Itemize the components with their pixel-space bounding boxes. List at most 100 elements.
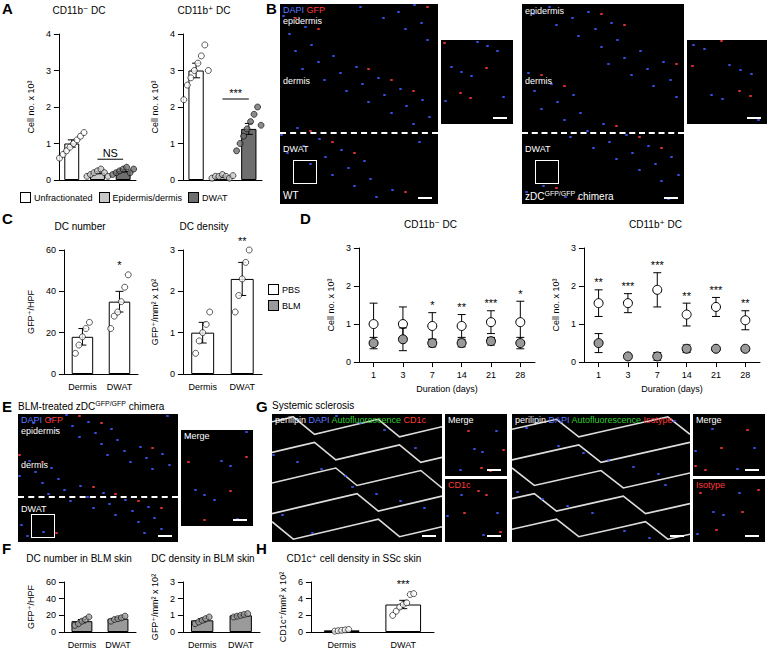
- svg-text:3: 3: [571, 243, 576, 253]
- svg-text:**: **: [682, 290, 691, 302]
- svg-text:1: 1: [170, 139, 175, 149]
- svg-text:Cell no. x 10³: Cell no. x 10³: [326, 279, 336, 332]
- svg-text:**: **: [457, 301, 466, 313]
- svg-text:1: 1: [596, 370, 601, 380]
- svg-text:DC number in BLM skin: DC number in BLM skin: [26, 553, 132, 564]
- svg-text:CD11b⁺ DC: CD11b⁺ DC: [629, 219, 682, 230]
- svg-text:0: 0: [51, 369, 56, 379]
- svg-text:Cell no. x 10³: Cell no. x 10³: [551, 279, 561, 332]
- svg-text:Duration (days): Duration (days): [416, 384, 478, 394]
- svg-text:Dermis: Dermis: [188, 382, 217, 392]
- svg-text:3: 3: [625, 370, 630, 380]
- svg-text:3: 3: [170, 577, 175, 587]
- svg-text:14: 14: [457, 370, 467, 380]
- svg-text:**: **: [594, 276, 603, 288]
- svg-text:3: 3: [170, 245, 175, 255]
- svg-text:CD11b⁻ DC: CD11b⁻ DC: [53, 5, 106, 16]
- svg-text:0: 0: [46, 175, 51, 185]
- svg-text:1: 1: [170, 328, 175, 338]
- svg-text:Cell no. x 10³: Cell no. x 10³: [150, 80, 160, 133]
- svg-text:CD1c⁺/mm² x 10²: CD1c⁺/mm² x 10²: [278, 572, 288, 642]
- svg-text:Dermis: Dermis: [188, 640, 217, 650]
- svg-text:21: 21: [711, 370, 721, 380]
- svg-text:DWAT: DWAT: [390, 640, 416, 650]
- svg-text:28: 28: [740, 370, 750, 380]
- svg-text:0: 0: [298, 627, 303, 637]
- svg-text:40: 40: [46, 286, 56, 296]
- svg-text:1: 1: [46, 139, 51, 149]
- svg-text:***: ***: [485, 297, 499, 309]
- svg-text:DWAT: DWAT: [107, 382, 133, 392]
- svg-text:0: 0: [571, 357, 576, 367]
- svg-text:GFP⁺/mm² x 10²: GFP⁺/mm² x 10²: [150, 574, 160, 640]
- svg-text:1: 1: [346, 319, 351, 329]
- svg-text:CD11b⁻ DC: CD11b⁻ DC: [404, 219, 457, 230]
- svg-text:CD11b⁺ DC: CD11b⁺ DC: [178, 5, 231, 16]
- html-text:zDCGFP/GFPchimera: zDCGFP/GFPchimera: [525, 190, 614, 203]
- svg-text:3: 3: [400, 370, 405, 380]
- svg-text:3: 3: [46, 66, 51, 76]
- svg-text:0: 0: [346, 357, 351, 367]
- html-text:B: B: [266, 0, 277, 17]
- svg-text:Cell no. x 10³: Cell no. x 10³: [26, 80, 36, 133]
- svg-text:4: 4: [170, 29, 175, 39]
- svg-text:*: *: [430, 299, 435, 311]
- svg-text:7: 7: [655, 370, 660, 380]
- svg-text:28: 28: [515, 370, 525, 380]
- svg-text:*: *: [117, 259, 122, 271]
- svg-text:2: 2: [46, 102, 51, 112]
- svg-text:2: 2: [571, 281, 576, 291]
- svg-text:***: ***: [622, 280, 636, 292]
- svg-text:1: 1: [170, 610, 175, 620]
- svg-text:0: 0: [170, 369, 175, 379]
- svg-text:***: ***: [397, 578, 411, 590]
- svg-text:Dermis: Dermis: [68, 382, 97, 392]
- svg-text:4: 4: [46, 29, 51, 39]
- html-text:A: A: [2, 0, 13, 17]
- svg-text:GFP⁺/HPF: GFP⁺/HPF: [26, 585, 36, 629]
- svg-text:DC number: DC number: [54, 221, 106, 232]
- svg-text:2: 2: [170, 102, 175, 112]
- svg-text:3: 3: [170, 66, 175, 76]
- svg-text:2: 2: [170, 286, 175, 296]
- svg-text:*: *: [518, 288, 523, 300]
- svg-text:7: 7: [430, 370, 435, 380]
- html-text:G: G: [256, 398, 268, 415]
- svg-text:Dermis: Dermis: [327, 640, 356, 650]
- svg-text:GFP⁺/HPF: GFP⁺/HPF: [26, 290, 36, 334]
- svg-text:DWAT: DWAT: [105, 640, 131, 650]
- svg-text:4: 4: [298, 594, 303, 604]
- svg-text:60: 60: [46, 245, 56, 255]
- svg-text:1: 1: [571, 319, 576, 329]
- svg-text:0: 0: [51, 627, 56, 637]
- svg-text:40: 40: [46, 594, 56, 604]
- svg-text:60: 60: [46, 577, 56, 587]
- svg-text:21: 21: [486, 370, 496, 380]
- svg-text:14: 14: [682, 370, 692, 380]
- svg-text:2: 2: [298, 610, 303, 620]
- svg-text:***: ***: [710, 284, 724, 296]
- svg-text:2: 2: [170, 594, 175, 604]
- svg-text:20: 20: [46, 610, 56, 620]
- svg-text:DC density in BLM skin: DC density in BLM skin: [151, 553, 254, 564]
- svg-text:NS: NS: [103, 147, 118, 159]
- svg-text:Duration (days): Duration (days): [641, 384, 703, 394]
- svg-text:***: ***: [229, 87, 243, 99]
- svg-text:**: **: [238, 235, 247, 247]
- svg-text:0: 0: [170, 175, 175, 185]
- svg-text:2: 2: [346, 281, 351, 291]
- svg-text:DWAT: DWAT: [229, 382, 255, 392]
- svg-text:0: 0: [170, 627, 175, 637]
- svg-text:GFP⁺/mm² x 10²: GFP⁺/mm² x 10²: [150, 279, 160, 345]
- svg-text:6: 6: [298, 577, 303, 587]
- svg-text:***: ***: [651, 259, 665, 271]
- svg-text:1: 1: [371, 370, 376, 380]
- svg-text:**: **: [741, 297, 750, 309]
- svg-text:DC density: DC density: [180, 221, 229, 232]
- svg-text:Dermis: Dermis: [68, 640, 97, 650]
- svg-text:DWAT: DWAT: [228, 640, 254, 650]
- svg-text:CD1c⁺ cell density in SSc skin: CD1c⁺ cell density in SSc skin: [287, 553, 422, 564]
- svg-text:3: 3: [346, 243, 351, 253]
- svg-text:20: 20: [46, 328, 56, 338]
- html-text:BLM-treated zDCGFP/GFPchimera: BLM-treated zDCGFP/GFPchimera: [18, 400, 165, 413]
